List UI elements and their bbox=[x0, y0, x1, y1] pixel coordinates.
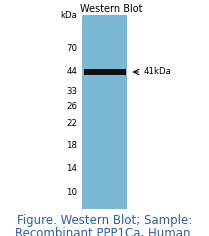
Text: Figure. Western Blot; Sample:: Figure. Western Blot; Sample: bbox=[17, 214, 192, 227]
Text: 44: 44 bbox=[66, 67, 77, 76]
Text: Western Blot: Western Blot bbox=[79, 4, 142, 14]
Text: Recombinant PPP1Ca, Human.: Recombinant PPP1Ca, Human. bbox=[15, 227, 194, 236]
Text: 26: 26 bbox=[66, 102, 77, 111]
Text: 70: 70 bbox=[66, 44, 77, 53]
Text: 22: 22 bbox=[66, 119, 77, 128]
Bar bbox=[84, 69, 126, 75]
Text: 33: 33 bbox=[66, 87, 77, 96]
Text: 18: 18 bbox=[66, 141, 77, 150]
Text: 14: 14 bbox=[66, 164, 77, 173]
Text: 41kDa: 41kDa bbox=[143, 67, 171, 76]
Text: kDa: kDa bbox=[60, 11, 77, 20]
Text: 10: 10 bbox=[66, 188, 77, 197]
Bar bbox=[82, 15, 127, 209]
